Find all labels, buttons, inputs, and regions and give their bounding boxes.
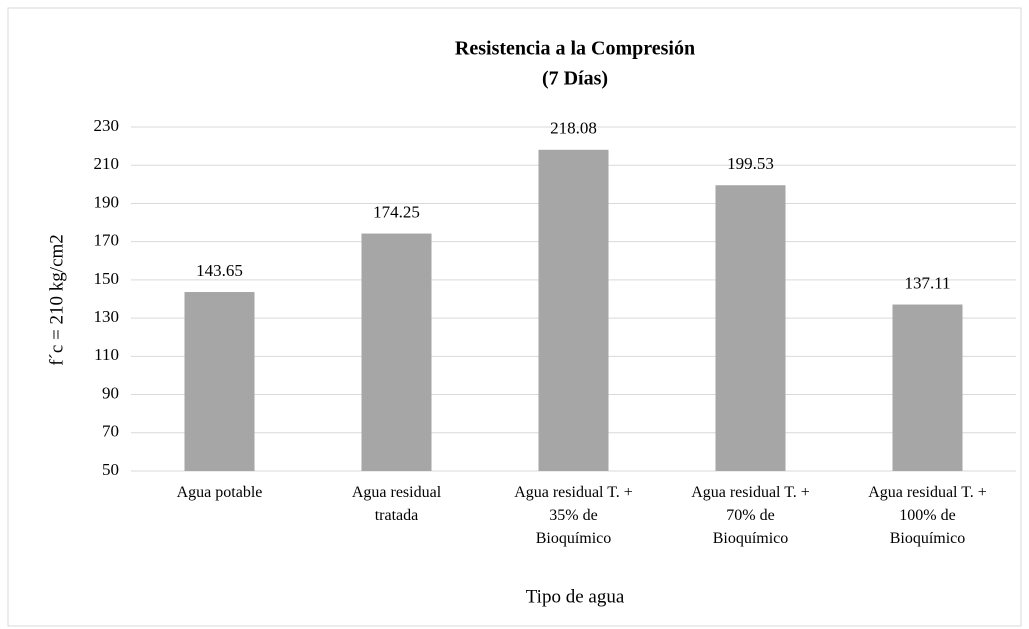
data-label: 174.25 — [373, 202, 420, 221]
x-tick-label: Agua residual T. + 100% de Bioquímico — [868, 484, 987, 547]
y-tick-label: 70 — [102, 422, 119, 441]
x-tick-label: Agua residual tratada — [351, 484, 442, 524]
x-tick-label: Agua residual T. + 70% de Bioquímico — [691, 484, 810, 547]
y-tick-label: 110 — [94, 345, 119, 364]
chart-title: Resistencia a la Compresión — [455, 38, 695, 60]
x-tick-label: Agua residual T. + 35% de Bioquímico — [514, 484, 633, 547]
chart-subtitle: (7 Días) — [542, 68, 608, 90]
y-tick-label: 130 — [94, 307, 120, 326]
bar — [538, 149, 609, 471]
data-label: 199.53 — [727, 154, 774, 173]
y-tick-label: 230 — [94, 116, 120, 135]
y-tick-label: 50 — [102, 460, 119, 479]
x-tick-label: Agua potable — [176, 484, 263, 501]
bar — [184, 292, 255, 471]
y-tick-label: 190 — [94, 192, 120, 211]
data-label: 137.11 — [904, 273, 950, 292]
bar — [361, 233, 432, 471]
chart-border — [7, 7, 1022, 627]
data-label: 218.08 — [550, 119, 597, 138]
bar — [715, 185, 786, 471]
y-tick-label: 150 — [94, 269, 120, 288]
bar — [892, 304, 963, 471]
y-tick-label: 210 — [94, 154, 120, 173]
y-tick-label: 90 — [102, 383, 119, 402]
data-label: 143.65 — [196, 261, 243, 280]
y-axis-title: f´c = 210 kg/cm2 — [46, 234, 67, 366]
y-tick-label: 170 — [94, 231, 120, 250]
x-axis-title: Tipo de agua — [526, 586, 625, 607]
